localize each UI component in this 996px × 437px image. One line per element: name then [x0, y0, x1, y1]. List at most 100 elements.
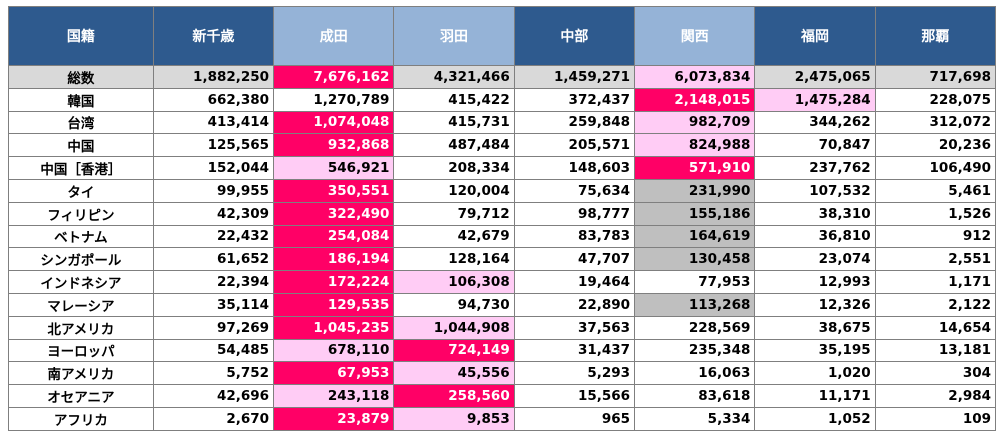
row-label: ベトナム [8, 224, 154, 249]
value-cell: 35,114 [152, 292, 275, 317]
value-cell: 11,171 [754, 384, 876, 408]
table-row: マレーシア 35,114 129,535 94,730 22,890 113,268 12,… [8, 292, 996, 317]
value-cell: 148,603 [513, 156, 636, 180]
value-cell: 1,882,250 [152, 65, 275, 89]
value-cell: 97,269 [152, 315, 275, 340]
value-cell: 35,195 [754, 338, 876, 363]
visitor-arrivals-table: 国籍 新千歳 成田 羽田 中部 関西 福岡 那覇 総数 1,882,250 7,676,162 4,… [8, 6, 996, 431]
table-row: インドネシア 22,394 172,224 106,308 19,464 77,953 12… [8, 270, 996, 294]
value-cell: 5,293 [513, 361, 636, 386]
value-cell: 14,654 [874, 315, 996, 340]
column-header-airport: 関西 [634, 6, 756, 66]
column-header-airport: 中部 [513, 6, 636, 66]
value-cell: 22,432 [152, 224, 275, 249]
value-cell: 1,475,284 [754, 87, 876, 112]
value-cell: 15,566 [513, 384, 636, 408]
value-cell: 662,380 [152, 87, 275, 112]
value-cell: 54,485 [152, 338, 275, 363]
value-cell: 2,670 [152, 406, 275, 431]
value-cell: 106,490 [874, 156, 996, 180]
row-label: アフリカ [8, 406, 154, 431]
value-cell: 1,044,908 [393, 315, 515, 340]
row-label: 韓国 [8, 87, 154, 112]
value-cell: 12,993 [754, 270, 876, 294]
total-row: 総数 1,882,250 7,676,162 4,321,466 1,459,271 6,… [8, 65, 996, 89]
value-cell: 155,186 [634, 201, 756, 226]
value-cell: 113,268 [634, 292, 756, 317]
table-row: シンガポール 61,652 186,194 128,164 47,707 130,458 2… [8, 247, 996, 272]
table-row: 中国［香港］ 152,044 546,921 208,334 148,603 571,91… [8, 156, 996, 180]
value-cell: 36,810 [754, 224, 876, 249]
row-label: タイ [8, 178, 154, 203]
value-cell: 228,569 [634, 315, 756, 340]
table-row: ヨーロッパ 54,485 678,110 724,149 31,437 235,348 35… [8, 338, 996, 363]
value-cell: 208,334 [393, 156, 515, 180]
value-cell: 23,074 [754, 247, 876, 272]
value-cell: 717,698 [874, 65, 996, 89]
column-header-airport: 福岡 [754, 6, 876, 66]
value-cell: 13,181 [874, 338, 996, 363]
value-cell: 67,953 [273, 361, 395, 386]
value-cell: 1,270,789 [273, 87, 395, 112]
value-cell: 1,171 [874, 270, 996, 294]
value-cell: 678,110 [273, 338, 395, 363]
value-cell: 259,848 [513, 110, 636, 135]
value-cell: 125,565 [152, 133, 275, 158]
table-row: 台湾 413,414 1,074,048 415,731 259,848 982,709 3… [8, 110, 996, 135]
value-cell: 37,563 [513, 315, 636, 340]
value-cell: 172,224 [273, 270, 395, 294]
value-cell: 98,777 [513, 201, 636, 226]
value-cell: 12,326 [754, 292, 876, 317]
value-cell: 61,652 [152, 247, 275, 272]
value-cell: 42,309 [152, 201, 275, 226]
value-cell: 128,164 [393, 247, 515, 272]
row-label: 台湾 [8, 110, 154, 135]
value-cell: 22,890 [513, 292, 636, 317]
table-row: タイ 99,955 350,551 120,004 75,634 231,990 107,5… [8, 178, 996, 203]
value-cell: 965 [513, 406, 636, 431]
value-cell: 22,394 [152, 270, 275, 294]
row-label: 中国 [8, 133, 154, 158]
table-body: 総数 1,882,250 7,676,162 4,321,466 1,459,271 6,… [8, 65, 996, 431]
value-cell: 83,618 [634, 384, 756, 408]
value-cell: 546,921 [273, 156, 395, 180]
value-cell: 1,045,235 [273, 315, 395, 340]
value-cell: 824,988 [634, 133, 756, 158]
table-row: 北アメリカ 97,269 1,045,235 1,044,908 37,563 228,5… [8, 315, 996, 340]
row-label: 南アメリカ [8, 361, 154, 386]
value-cell: 5,334 [634, 406, 756, 431]
value-cell: 237,762 [754, 156, 876, 180]
row-label: オセアニア [8, 384, 154, 408]
row-label: 総数 [8, 65, 154, 89]
value-cell: 487,484 [393, 133, 515, 158]
table-row: 南アメリカ 5,752 67,953 45,556 5,293 16,063 1,020 30… [8, 361, 996, 386]
value-cell: 2,551 [874, 247, 996, 272]
value-cell: 31,437 [513, 338, 636, 363]
value-cell: 415,422 [393, 87, 515, 112]
value-cell: 1,052 [754, 406, 876, 431]
row-label: マレーシア [8, 292, 154, 317]
row-label: 中国［香港］ [8, 156, 154, 180]
value-cell: 312,072 [874, 110, 996, 135]
value-cell: 571,910 [634, 156, 756, 180]
value-cell: 99,955 [152, 178, 275, 203]
value-cell: 9,853 [393, 406, 515, 431]
value-cell: 42,679 [393, 224, 515, 249]
column-header-airport: 羽田 [393, 6, 515, 66]
value-cell: 120,004 [393, 178, 515, 203]
value-cell: 1,526 [874, 201, 996, 226]
value-cell: 5,461 [874, 178, 996, 203]
value-cell: 4,321,466 [393, 65, 515, 89]
value-cell: 235,348 [634, 338, 756, 363]
value-cell: 304 [874, 361, 996, 386]
value-cell: 77,953 [634, 270, 756, 294]
value-cell: 932,868 [273, 133, 395, 158]
value-cell: 45,556 [393, 361, 515, 386]
row-label: シンガポール [8, 247, 154, 272]
value-cell: 243,118 [273, 384, 395, 408]
value-cell: 1,459,271 [513, 65, 636, 89]
value-cell: 70,847 [754, 133, 876, 158]
row-label: 北アメリカ [8, 315, 154, 340]
value-cell: 258,560 [393, 384, 515, 408]
value-cell: 42,696 [152, 384, 275, 408]
